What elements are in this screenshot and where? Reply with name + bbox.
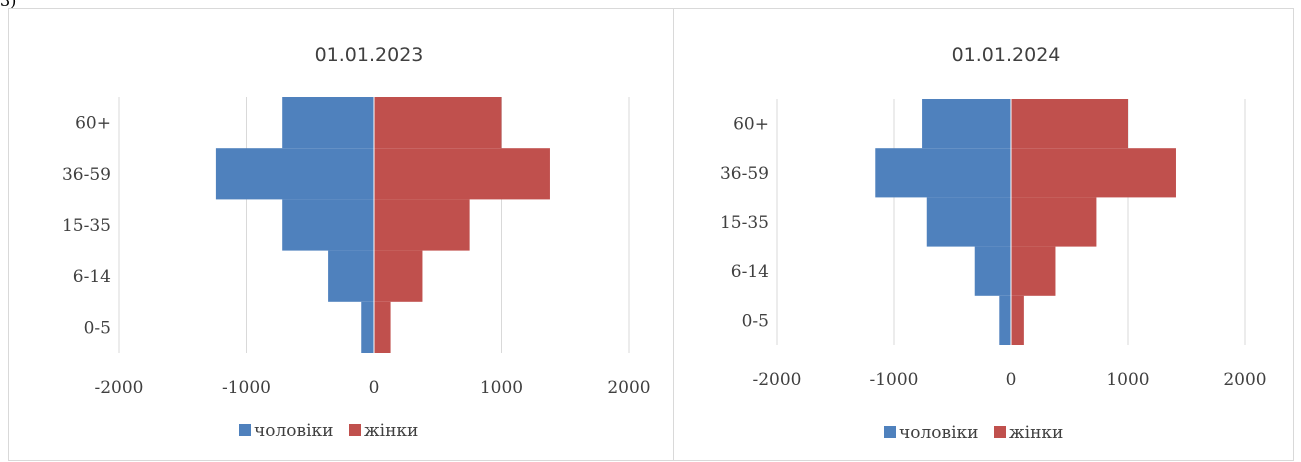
bar-men-6-14: [328, 250, 374, 302]
bar-men-15-35: [926, 197, 1011, 247]
legend-label: жінки: [364, 421, 418, 441]
category-label: 6-14: [73, 267, 111, 287]
x-tick-label: 1000: [480, 378, 523, 398]
population-pyramid-2023: 01.01.2023 0-5 6-14 15-35 36-59 60+ -2000 -1000…: [62, 44, 651, 441]
legend-swatch-women: [349, 424, 361, 436]
x-tick-label: -2000: [752, 370, 801, 390]
x-tick-label: -2000: [94, 378, 143, 398]
category-label: 15-35: [62, 216, 111, 236]
chart-title: 01.01.2023: [315, 44, 424, 66]
x-tick-label: 1000: [1106, 370, 1149, 390]
bar-men-36-59: [875, 148, 1011, 198]
bar-men-36-59: [215, 148, 374, 200]
bar-women-60+: [374, 97, 502, 149]
category-label: 36-59: [720, 164, 769, 184]
legend-swatch-women: [994, 426, 1006, 438]
bar-women-36-59: [1011, 148, 1176, 198]
bar-men-60+: [922, 99, 1011, 149]
x-tick-label: 2000: [1223, 370, 1266, 390]
bar-women-6-14: [374, 250, 423, 302]
category-label: 0-5: [742, 311, 769, 331]
bar-women-15-35: [1011, 197, 1097, 247]
category-label: 0-5: [84, 318, 111, 338]
legend-swatch-men: [884, 426, 896, 438]
bar-men-15-35: [282, 199, 374, 251]
bar-women-0-5: [1011, 295, 1024, 345]
x-tick-label: 0: [1006, 370, 1017, 390]
x-tick-label: 0: [369, 378, 380, 398]
legend-label: чоловіки: [899, 423, 978, 443]
bar-men-60+: [282, 97, 374, 149]
bar-women-15-35: [374, 199, 470, 251]
chart-panel-2024: 01.01.2024 0-5 6-14 15-35 36-59 60+ -2000 -1000…: [673, 8, 1294, 461]
legend-label: чоловіки: [254, 421, 333, 441]
x-tick-label: -1000: [222, 378, 271, 398]
category-label: 15-35: [720, 213, 769, 233]
category-label: 36-59: [62, 165, 111, 185]
bar-women-36-59: [374, 148, 550, 200]
chart-panel-2023: 01.01.2023 0-5 6-14 15-35 36-59 60+ -2000 -1000…: [8, 8, 673, 461]
chart-title: 01.01.2024: [952, 44, 1061, 66]
category-label: 60+: [733, 115, 769, 135]
bar-women-60+: [1011, 99, 1128, 149]
bar-men-0-5: [361, 301, 374, 353]
legend-swatch-men: [239, 424, 251, 436]
legend-label: жінки: [1009, 423, 1063, 443]
category-label: 60+: [75, 114, 111, 134]
x-tick-label: 2000: [607, 378, 650, 398]
page-header-fragment: 3): [0, 0, 17, 10]
bar-men-6-14: [974, 246, 1011, 296]
population-pyramid-2024: 01.01.2024 0-5 6-14 15-35 36-59 60+ -2000 -1000…: [720, 44, 1267, 443]
category-label: 6-14: [731, 262, 769, 282]
x-tick-label: -1000: [869, 370, 918, 390]
bar-women-0-5: [374, 301, 391, 353]
bar-women-6-14: [1011, 246, 1056, 296]
bar-men-0-5: [999, 295, 1011, 345]
